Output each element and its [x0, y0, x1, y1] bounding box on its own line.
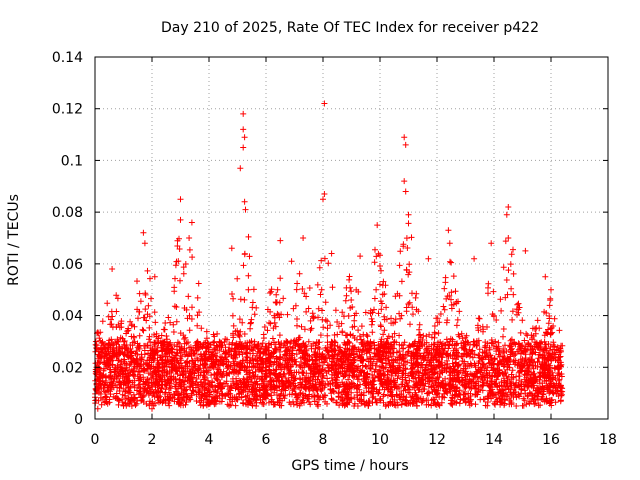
x-tick-label: 4: [205, 432, 214, 448]
x-tick-label: 14: [485, 432, 503, 448]
y-tick-label: 0: [74, 412, 83, 428]
y-axis-label: ROTI / TECUs: [6, 194, 22, 286]
x-tick-label: 10: [371, 432, 389, 448]
y-tick-labels: 0 0.02 0.04 0.06 0.08 0.1 0.12 0.14: [52, 50, 83, 428]
x-tick-label: 2: [148, 432, 157, 448]
plot-border: [94, 56, 609, 420]
data-points: [92, 100, 566, 412]
y-tick-label: 0.02: [52, 360, 83, 376]
y-tick-label: 0.14: [52, 50, 83, 66]
x-tick-label: 8: [319, 432, 328, 448]
x-tick-label: 16: [542, 432, 560, 448]
y-tick-label: 0.08: [52, 205, 83, 221]
x-tick-label: 0: [91, 432, 100, 448]
x-axis-label: GPS time / hours: [291, 458, 408, 474]
y-tick-label: 0.1: [61, 153, 83, 169]
x-tick-labels: 0 2 4 6 8 10 12 14 16 18: [91, 432, 617, 448]
y-tick-label: 0.12: [52, 102, 83, 118]
roti-point-markers: [92, 100, 566, 412]
chart-title: Day 210 of 2025, Rate Of TEC Index for r…: [161, 20, 539, 36]
x-tick-label: 12: [428, 432, 446, 448]
x-tick-label: 6: [262, 432, 271, 448]
y-tick-label: 0.06: [52, 257, 83, 273]
y-tick-label: 0.04: [52, 309, 83, 325]
axis-ticks: [94, 56, 609, 420]
x-tick-label: 18: [599, 432, 617, 448]
